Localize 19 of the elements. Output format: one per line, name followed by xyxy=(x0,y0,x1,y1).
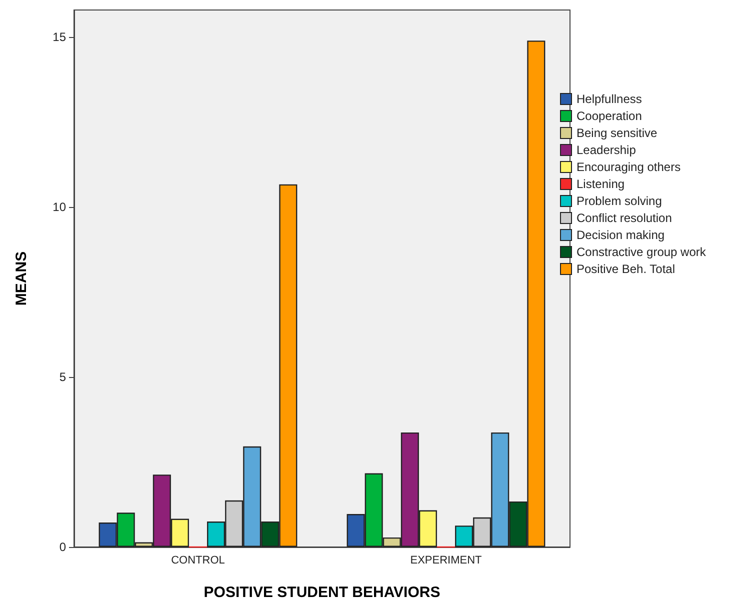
legend-label: Problem solving xyxy=(576,194,662,208)
legend-label: Positive Beh. Total xyxy=(576,262,676,276)
x-axis-title: POSITIVE STUDENT BEHAVIORS xyxy=(204,584,440,601)
y-tick-label: 5 xyxy=(59,370,66,384)
legend-label: Conflict resolution xyxy=(576,211,672,225)
legend-label: Being sensitive xyxy=(576,126,658,140)
y-tick-label: 0 xyxy=(59,540,66,554)
legend-label: Leadership xyxy=(576,143,636,157)
x-tick-label: CONTROL xyxy=(171,554,225,566)
x-tick-label: EXPERIMENT xyxy=(410,554,482,566)
legend-label: Constractive group work xyxy=(576,245,707,259)
legend-label: Listening xyxy=(576,177,625,191)
legend-label: Decision making xyxy=(576,228,665,242)
legend-label: Cooperation xyxy=(576,109,642,123)
legend-label: Encouraging others xyxy=(576,160,681,174)
y-tick-label: 15 xyxy=(52,30,66,44)
legend-label: Helpfullness xyxy=(576,92,642,106)
y-tick-label: 10 xyxy=(52,200,66,214)
y-axis-title: MEANS xyxy=(13,251,30,306)
